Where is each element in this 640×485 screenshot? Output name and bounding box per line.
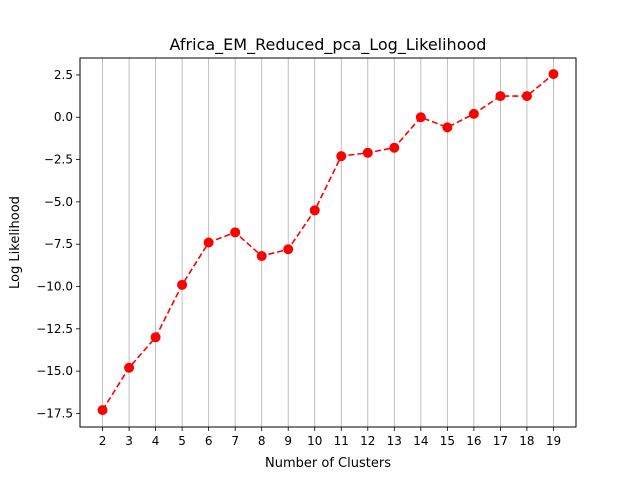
data-point xyxy=(309,205,320,216)
y-tick-label: −5.0 xyxy=(44,195,73,209)
data-point xyxy=(468,108,479,119)
data-point xyxy=(124,362,135,373)
x-tick-label: 2 xyxy=(99,434,107,448)
x-tick-label: 19 xyxy=(546,434,561,448)
data-point xyxy=(203,237,214,248)
y-tick-label: 2.5 xyxy=(54,68,73,82)
x-tick-label: 8 xyxy=(258,434,266,448)
series-layer xyxy=(97,69,559,416)
x-tick-label: 10 xyxy=(307,434,322,448)
x-tick-label: 12 xyxy=(360,434,375,448)
data-point xyxy=(389,142,400,153)
data-point xyxy=(548,69,559,80)
x-tick-label: 14 xyxy=(413,434,428,448)
series-line xyxy=(101,73,554,411)
x-tick-label: 16 xyxy=(466,434,481,448)
data-point xyxy=(336,151,347,162)
x-tick-label: 13 xyxy=(387,434,402,448)
chart-title: Africa_EM_Reduced_pca_Log_Likelihood xyxy=(170,35,487,55)
x-tick-label: 4 xyxy=(152,434,160,448)
x-tick-label: 17 xyxy=(493,434,508,448)
plot-frame xyxy=(79,57,577,428)
x-tick-label: 9 xyxy=(284,434,292,448)
data-point xyxy=(230,227,241,238)
x-tick-label: 11 xyxy=(334,434,349,448)
data-point xyxy=(442,122,453,133)
data-point xyxy=(97,405,108,416)
data-point xyxy=(521,91,532,102)
x-tick-label: 6 xyxy=(205,434,213,448)
y-tick-label: −2.5 xyxy=(44,153,73,167)
y-tick-label: −12.5 xyxy=(36,322,73,336)
x-tick-label: 18 xyxy=(519,434,534,448)
data-point xyxy=(362,147,373,158)
x-tick-label: 3 xyxy=(125,434,133,448)
y-tick-label: −10.0 xyxy=(36,280,73,294)
x-axis: 2 3 4 5 6 7 8 9 10 11 12 13 14 15 16 17 18 19 xyxy=(99,427,561,448)
x-tick-label: 15 xyxy=(440,434,455,448)
x-axis-label: Number of Clusters xyxy=(265,456,391,471)
data-point xyxy=(256,251,267,262)
data-point xyxy=(495,91,506,102)
data-point xyxy=(150,332,161,343)
data-point xyxy=(177,279,188,290)
x-tick-label: 5 xyxy=(178,434,186,448)
data-point xyxy=(415,112,426,123)
y-axis-label: Log Likelihood xyxy=(8,196,23,289)
y-tick-label: 0.0 xyxy=(54,110,73,124)
data-point xyxy=(283,244,294,255)
y-tick-label: −7.5 xyxy=(44,237,73,251)
y-axis: −17.5 −15.0 −12.5 −10.0 −7.5 −5.0 −2.5 0.0 2.5 xyxy=(36,68,80,420)
grid-layer xyxy=(102,58,554,427)
x-tick-label: 7 xyxy=(231,434,239,448)
y-tick-label: −15.0 xyxy=(36,364,73,378)
y-tick-label: −17.5 xyxy=(36,406,73,420)
